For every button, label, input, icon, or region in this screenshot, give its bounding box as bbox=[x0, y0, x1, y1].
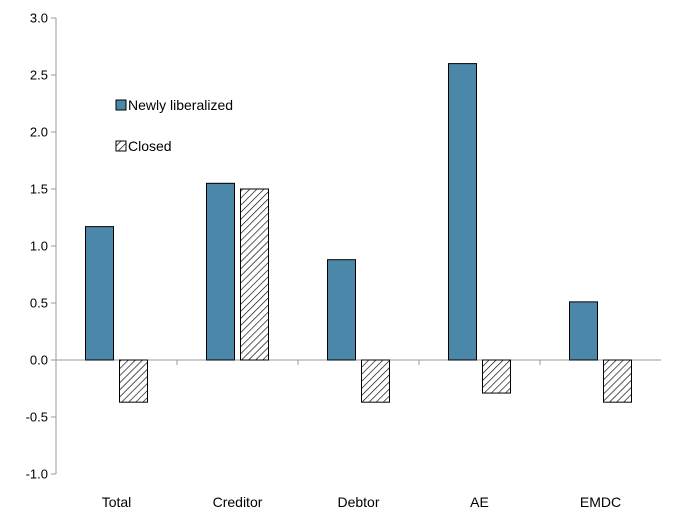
y-tick-label: 0.5 bbox=[30, 296, 48, 311]
y-tick-label: 2.5 bbox=[30, 68, 48, 83]
category-labels: Total Creditor Debtor AE EMDC bbox=[102, 494, 621, 510]
chart-bars bbox=[85, 63, 632, 403]
bar-newly-liberalized-debtor bbox=[327, 259, 356, 361]
bar-newly-liberalized-creditor bbox=[206, 182, 235, 361]
bar-newly-liberalized-total bbox=[85, 226, 114, 361]
bar-newly-liberalized-emdc bbox=[569, 301, 598, 361]
y-tick-label: -1.0 bbox=[26, 467, 48, 482]
category-label: Creditor bbox=[213, 494, 263, 510]
category-label: AE bbox=[470, 494, 489, 510]
legend-label: Newly liberalized bbox=[128, 97, 233, 113]
bar-closed-total bbox=[119, 359, 148, 403]
y-tick-label: 3.0 bbox=[30, 11, 48, 26]
bar-newly-liberalized-ae bbox=[448, 63, 477, 361]
y-tick-label: 1.5 bbox=[30, 182, 48, 197]
legend-swatch-newly-liberalized bbox=[115, 99, 127, 111]
bar-closed-ae bbox=[482, 359, 511, 394]
bar-closed-debtor bbox=[361, 359, 390, 403]
legend-swatch-closed bbox=[115, 140, 127, 152]
category-label: EMDC bbox=[580, 494, 621, 510]
bar-closed-creditor bbox=[240, 188, 269, 361]
category-label: Total bbox=[102, 494, 132, 510]
y-tick-label: 1.0 bbox=[30, 239, 48, 254]
y-tick-label: 0.0 bbox=[30, 353, 48, 368]
bar-closed-emdc bbox=[603, 359, 632, 403]
chart-legend: Newly liberalized Closed bbox=[115, 97, 233, 154]
y-tick-label: 2.0 bbox=[30, 125, 48, 140]
y-tick-label: -0.5 bbox=[26, 410, 48, 425]
category-label: Debtor bbox=[337, 494, 379, 510]
legend-label: Closed bbox=[128, 138, 172, 154]
chart-axes: -1.0 -0.5 0.0 0.5 1.0 1.5 2.0 2.5 3.0 bbox=[26, 11, 661, 482]
